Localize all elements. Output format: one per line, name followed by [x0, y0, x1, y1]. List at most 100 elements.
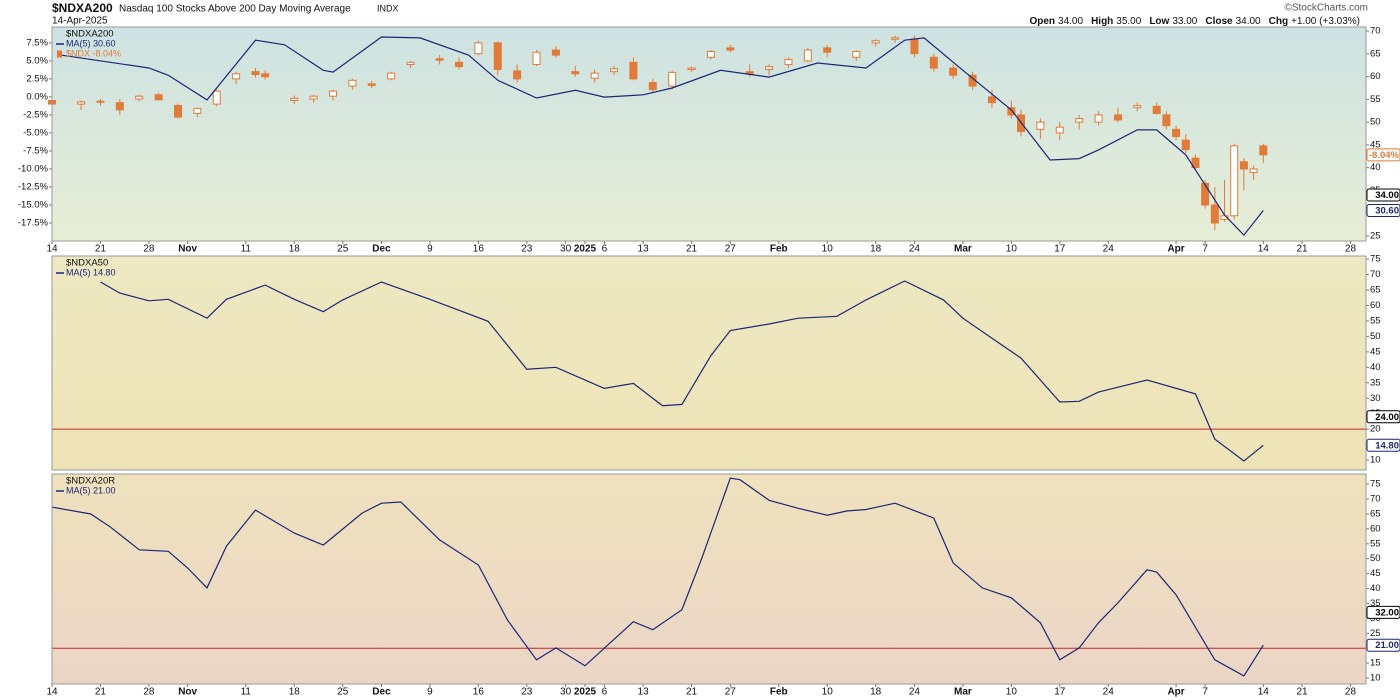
candle-body — [1007, 107, 1016, 116]
y-tick-label: 15 — [1370, 658, 1381, 669]
panel-background — [52, 256, 1366, 470]
series-line — [51, 477, 1264, 677]
legend-label: $NDX -8.04% — [66, 48, 121, 58]
candle-body — [173, 105, 182, 118]
candle-body — [1162, 114, 1171, 127]
x-tick-label: 28 — [1345, 244, 1357, 255]
security-name: Nasdaq 100 Stocks Above 200 Day Moving A… — [119, 4, 351, 15]
candle-body — [513, 70, 522, 80]
x-tick-label: Feb — [770, 244, 788, 255]
candle-body — [454, 61, 463, 68]
candle-body — [852, 50, 861, 58]
candle-body — [987, 96, 996, 104]
y-tick-label: 55 — [1370, 538, 1381, 549]
last-value-label: 24.00 — [1375, 412, 1399, 423]
x-tick-label: 7 — [1202, 687, 1208, 698]
candle-body — [551, 49, 560, 56]
candle-body — [290, 97, 299, 101]
y-tick-label: 55 — [1370, 94, 1381, 105]
y-tick-label: 10 — [1370, 673, 1381, 684]
quote-value: 35.00 — [1116, 16, 1141, 27]
panel-frame — [51, 26, 1367, 242]
candle-body — [1094, 114, 1103, 123]
panel-background — [52, 474, 1366, 684]
candle-body — [687, 67, 696, 71]
x-tick-label: 21 — [1296, 244, 1308, 255]
candle-body — [154, 94, 163, 101]
x-tick-label: Mar — [954, 244, 972, 255]
y-tick-label: 40 — [1370, 583, 1381, 594]
y-tick-label: 75 — [1370, 479, 1381, 490]
x-tick-label: Feb — [770, 687, 788, 698]
legend-title: $NDXA20R — [66, 476, 115, 487]
y-tick-label: -7.5% — [23, 145, 48, 156]
x-tick-label: 21 — [95, 687, 107, 698]
candle-body — [193, 107, 202, 114]
candle-body — [784, 58, 793, 65]
x-tick-label: 18 — [289, 687, 301, 698]
candle-body — [329, 90, 338, 97]
y-tick-label: 7.5% — [26, 37, 48, 48]
y-tick-label: 45 — [1370, 139, 1381, 150]
x-tick-label: 7 — [1202, 244, 1208, 255]
candle-body — [706, 50, 715, 58]
candle-body — [871, 40, 880, 44]
y-tick-label: 45 — [1370, 346, 1381, 357]
y-tick-label: 60 — [1370, 523, 1381, 534]
x-tick-label: 2025 — [574, 687, 597, 698]
last-value-label: 21.00 — [1375, 640, 1399, 651]
y-tick-label: 10 — [1370, 455, 1381, 466]
candle-body — [1181, 139, 1190, 150]
last-value-label: 14.80 — [1375, 440, 1399, 451]
x-tick-label: Nov — [178, 687, 197, 698]
last-value-box — [1366, 638, 1400, 652]
candle-body — [474, 42, 483, 55]
candle-body — [765, 66, 774, 71]
candle-body — [1230, 145, 1239, 217]
candle-body — [803, 49, 812, 62]
panel-background — [52, 27, 1366, 241]
y-tick-label: -17.5% — [18, 218, 49, 229]
x-tick-label: 6 — [602, 244, 608, 255]
x-tick-label: 2025 — [574, 244, 597, 255]
x-tick-label: Apr — [1167, 687, 1184, 698]
y-tick-label: 40 — [1370, 362, 1381, 373]
x-tick-label: 25 — [337, 687, 349, 698]
x-tick-label: 17 — [1054, 687, 1066, 698]
x-tick-label: 10 — [1006, 244, 1018, 255]
last-value-box — [1366, 188, 1400, 202]
date: 14-Apr-2025 — [52, 16, 108, 27]
x-tick-label: 18 — [870, 687, 882, 698]
last-value-box — [1366, 203, 1400, 217]
x-tick-label: 17 — [1054, 244, 1066, 255]
x-tick-label: 27 — [725, 244, 737, 255]
x-tick-label: 6 — [602, 687, 608, 698]
y-tick-label: 35 — [1370, 598, 1381, 609]
quote-label: Chg — [1269, 16, 1288, 27]
candle-body — [1172, 128, 1181, 138]
y-tick-label: 65 — [1370, 508, 1381, 519]
candle-body — [348, 79, 357, 87]
candle-body — [251, 71, 260, 76]
x-tick-label: 10 — [822, 244, 834, 255]
candle-body — [726, 47, 735, 51]
symbol: $NDXA200 — [52, 1, 113, 15]
y-tick-label: 0.0% — [26, 91, 48, 102]
candle-body — [135, 95, 144, 100]
x-tick-label: 30 — [560, 244, 572, 255]
last-value-box — [1366, 605, 1400, 619]
candle-body — [1191, 157, 1200, 169]
quote-label: Close — [1205, 16, 1233, 27]
candle-body — [232, 73, 241, 80]
y-tick-label: -5.0% — [23, 127, 48, 138]
x-tick-label: 11 — [241, 244, 252, 255]
last-value-box — [1366, 438, 1400, 452]
y-tick-label: -12.5% — [18, 181, 49, 192]
x-tick-label: 21 — [95, 244, 107, 255]
x-tick-label: 24 — [1103, 687, 1115, 698]
y-tick-label: 65 — [1370, 48, 1381, 59]
x-tick-label: 21 — [1296, 687, 1308, 698]
legend-label: MA(5) 14.80 — [66, 267, 116, 277]
x-tick-label: Apr — [1167, 244, 1184, 255]
